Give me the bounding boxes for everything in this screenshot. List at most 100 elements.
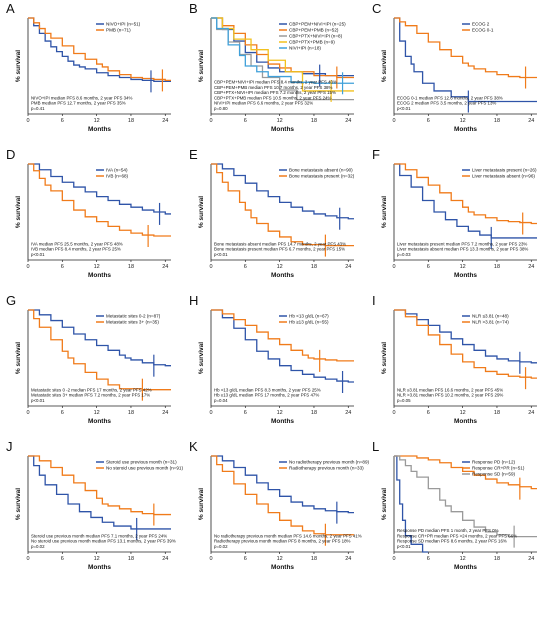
annotation-line: Hb ≥13 g/dL median PFS 17 months, 2 year…: [214, 393, 319, 398]
annotation-line: NLR >3.81 median PFS 10.2 months, 2 year…: [397, 393, 503, 398]
annotation-line: ECOG 2 median PFS 3.5 months, 2 year PFS…: [397, 101, 496, 106]
km-chart-k: K 0 6 12 18 24 Months % survival No radiotherapy…: [189, 439, 370, 571]
annotation-line: p=0.05: [397, 398, 411, 403]
x-tick-label: 6: [61, 556, 64, 562]
x-tick-label: 6: [244, 118, 247, 124]
km-panel-k: K 0 6 12 18 24 Months % survival No radiotherapy…: [187, 439, 370, 630]
km-curve-1: [394, 163, 537, 239]
km-curve-2: [28, 309, 171, 391]
km-curve-3: [394, 455, 537, 538]
annotation-line: ECOG 0-1 median PFS 12.6 months, 2 year …: [397, 95, 503, 100]
km-curve-1: [211, 455, 354, 514]
km-curve-1: [394, 309, 537, 364]
annotation-line: p<0.01: [214, 252, 228, 257]
y-axis-title: % survival: [15, 342, 22, 374]
legend-label: CBP+PTX+PMB (n=9): [289, 40, 335, 45]
legend-label: ECOG 0-1: [472, 28, 494, 33]
annotation-line: Bone metastasis absent median PFS 14.7 m…: [214, 241, 346, 246]
x-tick-label: 0: [26, 264, 29, 270]
annotation-line: p<0.01: [397, 544, 411, 549]
legend-label: Radiotherapy previous month (n=33): [289, 466, 364, 471]
annotation-line: Metastatic sites 3+ median PFS 7.2 month…: [31, 393, 150, 398]
x-tick-label: 24: [528, 264, 534, 270]
x-tick-label: 0: [392, 556, 395, 562]
panel-letter: C: [372, 1, 381, 16]
annotation-line: p=0.02: [214, 544, 228, 549]
km-curve-2: [394, 309, 537, 379]
legend-label: ECOG 2: [472, 22, 490, 27]
km-chart-j: J 0 6 12 18 24 Months % survival Steroid use pre…: [6, 439, 183, 571]
annotation-line: Bone metastasis present median PFS 6.7 m…: [214, 247, 345, 252]
annotation-line: p=0.80: [214, 106, 228, 111]
km-chart-b: B 0 6 12 18 24 Months % survival CBP+PEM+NIVI+IP…: [189, 1, 354, 133]
km-curve-1: [211, 163, 354, 220]
legend-label: Steroid use previous month (n=31): [106, 460, 177, 465]
x-tick-label: 24: [162, 556, 168, 562]
y-axis-title: % survival: [15, 488, 22, 520]
km-panel-c: C 0 6 12 18 24 Months % survival ECOG 2 ECOG 0-1 E…: [370, 1, 550, 192]
legend-label: Metastatic sites 0-2 (n=87): [106, 314, 161, 319]
x-tick-label: 0: [392, 410, 395, 416]
x-tick-label: 24: [162, 264, 168, 270]
km-panel-e: E 0 6 12 18 24 Months % survival Bone metastasis…: [187, 147, 367, 338]
x-tick-label: 0: [209, 118, 212, 124]
legend-label: PMB (n=71): [106, 28, 131, 33]
annotation-line: p=0.41: [31, 106, 45, 111]
km-curve-2: [394, 17, 537, 79]
x-tick-label: 6: [244, 410, 247, 416]
legend-label: NIVO+IPI (n=51): [106, 22, 141, 27]
legend-label: Bone metastasis present (n=32): [289, 174, 355, 179]
annotation-line: NLR ≤3.81 median PFS 16.6 months, 2 year…: [397, 387, 503, 392]
annotation-line: p=0.03: [397, 252, 411, 257]
panel-letter: A: [6, 1, 15, 16]
x-tick-label: 24: [345, 410, 351, 416]
annotation-line: CBP+PEM+PMB median PFS 10.7 months, 2 ye…: [214, 85, 332, 90]
legend-label: NLR ≤3.81 (n=48): [472, 314, 509, 319]
x-tick-label: 24: [528, 556, 534, 562]
x-tick-label: 12: [277, 556, 283, 562]
annotation-line: p<0.01: [31, 252, 45, 257]
x-axis-title: Months: [271, 272, 294, 279]
x-tick-label: 6: [244, 264, 247, 270]
legend-label: CBP+PEM+NIVI+IPI (n=25): [289, 22, 346, 27]
panel-letter: D: [6, 147, 15, 162]
annotation-line: NIVO+IPI median PFS 8.6 months, 2 year P…: [31, 95, 132, 100]
km-figure-grid: A 0 6 12 18 24 Months % survival NIVO+IPI (n=51)…: [4, 1, 550, 571]
x-axis-title: Months: [454, 418, 477, 425]
km-curve-1: [28, 455, 171, 530]
panel-letter: J: [6, 439, 13, 454]
x-tick-label: 6: [427, 410, 430, 416]
x-tick-label: 6: [61, 118, 64, 124]
km-curve-2: [211, 309, 354, 362]
x-axis-title: Months: [454, 564, 477, 571]
x-tick-label: 12: [94, 556, 100, 562]
x-tick-label: 6: [244, 556, 247, 562]
x-tick-label: 6: [427, 118, 430, 124]
y-axis-title: % survival: [15, 50, 22, 82]
x-tick-label: 12: [277, 118, 283, 124]
y-axis-title: % survival: [198, 50, 205, 82]
x-tick-label: 18: [311, 556, 317, 562]
annotation-line: Liver metastasis absent median PFS 13.3 …: [397, 247, 528, 252]
legend-label: No steroid use previous month (n=91): [106, 466, 183, 471]
legend-label: Metastatic sites 3+ (n=35): [106, 320, 159, 325]
annotation-line: CBP+PTX+PMB median PFS 10.5 months, 2 ye…: [214, 95, 331, 100]
legend-label: Bone metastasis absent (n=90): [289, 168, 353, 173]
y-axis-title: % survival: [198, 342, 205, 374]
km-panel-g: G 0 6 12 18 24 Months % survival Metastatic site…: [4, 293, 184, 484]
km-curve-1: [28, 163, 171, 215]
x-tick-label: 24: [345, 264, 351, 270]
legend-label: No radiotherapy previous month (n=89): [289, 460, 370, 465]
panel-letter: H: [189, 293, 198, 308]
legend-label: Liver metastasis absent (n=96): [472, 174, 535, 179]
legend-label: IVA (n=54): [106, 168, 128, 173]
x-tick-label: 0: [392, 264, 395, 270]
km-panel-a: A 0 6 12 18 24 Months % survival NIVO+IPI (n=51)…: [4, 1, 184, 192]
x-tick-label: 18: [128, 264, 134, 270]
x-tick-label: 24: [345, 118, 351, 124]
km-curve-2: [394, 163, 537, 225]
km-curve-1: [28, 309, 171, 367]
km-curve-1: [211, 17, 354, 77]
km-curve-2: [211, 455, 354, 536]
x-tick-label: 18: [311, 118, 317, 124]
